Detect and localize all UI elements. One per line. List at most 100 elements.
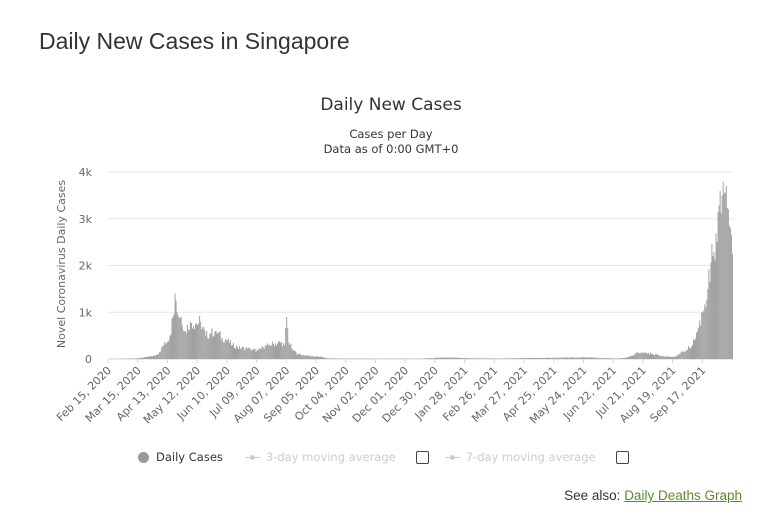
daily-cases-bar <box>511 358 513 359</box>
daily-cases-bar <box>535 357 537 359</box>
daily-cases-bar <box>718 205 720 359</box>
daily-cases-bar <box>248 347 250 359</box>
daily-cases-bar <box>542 358 544 359</box>
daily-cases-bar <box>269 346 271 359</box>
daily-cases-bar <box>715 233 717 359</box>
daily-cases-bar <box>476 358 478 359</box>
daily-cases-bar <box>161 347 163 359</box>
daily-deaths-graph-link[interactable]: Daily Deaths Graph <box>624 488 742 503</box>
daily-cases-bar <box>261 346 263 359</box>
daily-cases-bar <box>225 340 227 359</box>
daily-cases-bar <box>609 358 610 359</box>
daily-cases-bar <box>154 355 156 359</box>
daily-cases-bar <box>574 357 576 359</box>
daily-cases-bar <box>667 356 669 359</box>
daily-cases-bar <box>320 356 322 359</box>
daily-cases-bar <box>311 356 313 359</box>
daily-cases-bar <box>467 358 469 359</box>
daily-cases-bar <box>483 358 484 359</box>
daily-cases-bar <box>281 342 283 359</box>
daily-cases-bar <box>666 356 668 359</box>
daily-cases-bar <box>654 355 656 359</box>
daily-cases-bar <box>612 358 614 359</box>
toggle-3-day-average-checkbox[interactable] <box>415 450 429 464</box>
daily-cases-bar <box>317 356 318 359</box>
daily-cases-bar <box>188 329 190 359</box>
daily-cases-bar <box>601 358 603 359</box>
daily-cases-bar <box>153 355 154 359</box>
daily-cases-bar <box>623 358 625 359</box>
daily-cases-bar <box>190 323 192 359</box>
daily-cases-bar <box>693 339 694 359</box>
daily-cases-bar <box>251 349 253 359</box>
daily-cases-bar <box>564 357 566 359</box>
daily-cases-bar <box>174 293 176 359</box>
daily-cases-bar <box>189 321 191 359</box>
daily-cases-bar <box>644 352 646 359</box>
daily-cases-bar <box>146 356 148 359</box>
daily-cases-bar <box>286 316 288 359</box>
daily-cases-bar <box>613 358 615 359</box>
legend-item-7-day-average[interactable]: 7-day moving average <box>444 450 596 464</box>
daily-cases-bar <box>595 357 597 359</box>
daily-cases-bar <box>673 357 675 359</box>
daily-cases-bar <box>678 354 680 359</box>
daily-cases-bar <box>661 355 663 359</box>
daily-cases-bar <box>213 335 215 359</box>
daily-cases-bar <box>625 357 627 359</box>
daily-cases-bar <box>229 339 231 359</box>
daily-cases-bar <box>694 340 695 359</box>
daily-cases-bar <box>323 357 325 359</box>
daily-cases-bar <box>675 356 677 359</box>
daily-cases-bar <box>549 358 551 359</box>
daily-cases-bar <box>568 357 569 359</box>
daily-cases-bar <box>152 356 153 359</box>
daily-cases-bar <box>321 356 323 359</box>
daily-cases-bar <box>461 358 463 359</box>
daily-cases-bar <box>430 358 432 359</box>
daily-cases-bar <box>166 342 168 359</box>
legend-item-daily-cases[interactable]: Daily Cases <box>138 450 223 464</box>
daily-cases-bar <box>134 358 136 359</box>
toggle-7-day-average-checkbox[interactable] <box>615 450 629 464</box>
daily-cases-bar <box>685 349 687 359</box>
daily-cases-bar <box>288 342 290 359</box>
daily-cases-bar <box>231 344 233 359</box>
legend-item-3-day-average[interactable]: 3-day moving average <box>244 450 396 464</box>
daily-cases-bar <box>306 354 308 359</box>
daily-cases-bar <box>303 355 305 359</box>
daily-cases-bar <box>276 345 277 359</box>
daily-cases-bar <box>620 358 622 359</box>
daily-cases-bar <box>326 358 328 359</box>
daily-cases-bar <box>663 356 665 359</box>
daily-cases-bar <box>492 358 494 359</box>
daily-cases-bar <box>272 344 274 359</box>
daily-cases-bar <box>478 358 480 359</box>
daily-cases-bar <box>171 318 173 359</box>
daily-cases-bar <box>544 357 546 359</box>
daily-cases-bar <box>437 357 439 359</box>
daily-cases-bar <box>563 357 565 359</box>
daily-cases-bar <box>170 334 172 359</box>
daily-cases-bar <box>662 356 664 359</box>
daily-cases-bar <box>148 356 150 359</box>
daily-cases-bar <box>137 358 139 359</box>
daily-cases-bar <box>200 321 202 359</box>
daily-cases-bar <box>262 347 264 359</box>
legend-7-day-marker-icon <box>444 452 461 463</box>
daily-cases-bar <box>130 358 132 359</box>
daily-cases-bar <box>558 357 560 359</box>
daily-cases-bar <box>577 357 579 359</box>
daily-cases-bar <box>633 355 635 359</box>
daily-cases-bar <box>596 357 598 359</box>
daily-cases-bar <box>212 336 214 359</box>
daily-cases-bar <box>670 357 672 359</box>
daily-cases-bar <box>593 357 595 359</box>
daily-cases-bar <box>604 358 606 359</box>
daily-cases-bar <box>210 333 212 359</box>
daily-cases-bar <box>160 351 162 359</box>
daily-cases-bar <box>474 358 476 359</box>
daily-cases-bar <box>705 307 707 359</box>
daily-cases-bar <box>299 354 301 359</box>
daily-cases-bar <box>307 355 309 359</box>
